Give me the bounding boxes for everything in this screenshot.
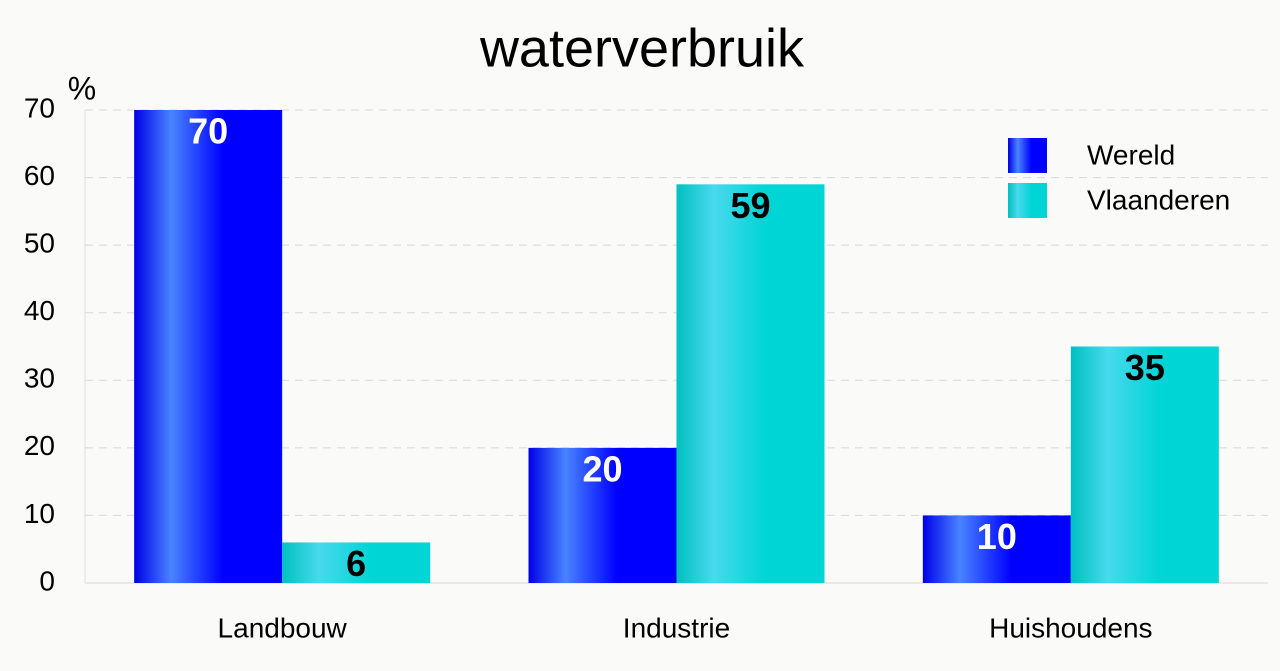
legend-swatch <box>1008 183 1047 218</box>
legend-label: Wereld <box>1087 139 1175 170</box>
bar <box>282 542 431 583</box>
x-tick-label: Industrie <box>623 612 730 643</box>
data-label: 35 <box>1125 347 1165 388</box>
bar <box>922 515 1071 583</box>
data-label: 59 <box>730 185 770 226</box>
x-tick-label: Huishoudens <box>989 612 1152 643</box>
y-tick-label: 60 <box>24 160 55 191</box>
bar <box>528 447 677 583</box>
y-tick-label: 40 <box>24 295 55 326</box>
legend-swatch <box>1008 138 1047 173</box>
data-label: 70 <box>188 111 228 152</box>
bar <box>676 184 825 584</box>
y-tick-label: 70 <box>24 92 55 123</box>
bar <box>1070 346 1219 583</box>
y-axis-label: % <box>68 70 96 106</box>
chart-title: waterverbruik <box>479 18 805 78</box>
data-label: 10 <box>977 516 1017 557</box>
data-label: 20 <box>582 448 622 489</box>
y-tick-label: 20 <box>24 430 55 461</box>
y-tick-label: 0 <box>39 565 55 596</box>
y-tick-label: 50 <box>24 228 55 259</box>
y-tick-label: 10 <box>24 498 55 529</box>
data-label: 6 <box>346 543 366 584</box>
y-tick-label: 30 <box>24 363 55 394</box>
bar <box>134 110 283 583</box>
legend-label: Vlaanderen <box>1087 184 1230 215</box>
x-tick-label: Landbouw <box>218 612 348 643</box>
